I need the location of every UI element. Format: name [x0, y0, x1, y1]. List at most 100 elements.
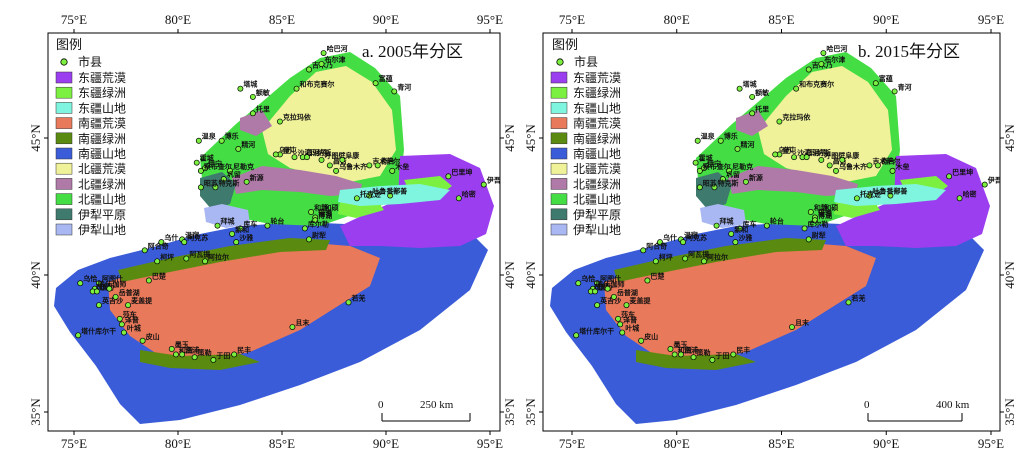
city-label: 库车 [743, 219, 757, 228]
city-label: 特克斯 [717, 178, 738, 187]
city-marker [480, 181, 487, 188]
city-marker [202, 165, 208, 172]
city-label: 昭苏 [204, 178, 218, 187]
city-label: 温泉 [701, 132, 716, 141]
city-marker [212, 184, 219, 191]
city-marker [139, 337, 146, 344]
scalebar-start: 0 [864, 399, 870, 411]
panel-a-legend: 图例 市县 东疆荒漠东疆绿洲东疆山地南疆荒漠南疆绿洲南疆山地北疆荒漠北疆绿洲北疆… [55, 37, 126, 237]
city-label: 和布克赛尔 [798, 80, 834, 89]
city-label: 于田 [715, 352, 729, 360]
city-label: 焉耆 [818, 208, 832, 217]
city-label: 巩留 [227, 170, 241, 179]
city-marker [845, 299, 852, 306]
legend-label: 伊犁平原 [573, 208, 621, 222]
city-label: 木垒 [394, 162, 409, 171]
legend-label: 北疆荒漠 [78, 162, 126, 176]
city-label: 博湖 [818, 211, 832, 220]
city-label: 乌苏 [778, 145, 792, 154]
city-label: 特克斯 [218, 178, 239, 187]
city-marker [891, 88, 898, 95]
city-label: 托里 [256, 104, 270, 113]
legend-swatch [55, 147, 73, 160]
city-label: 塔什库尔干 [579, 326, 614, 335]
top-tick-label: 80°E [165, 12, 191, 27]
legend-swatch [55, 208, 73, 221]
city-marker [235, 146, 242, 152]
legend-label: 南疆山地 [573, 146, 621, 161]
city-label: 民丰 [736, 345, 750, 354]
city-marker [638, 337, 645, 344]
city-label: 皮山 [145, 332, 160, 341]
legend-label: 南疆绿洲 [78, 131, 126, 146]
city-label: 鄯善 [393, 187, 407, 196]
city-label: 克拉玛依 [283, 113, 312, 122]
city-label: 麦盖提 [131, 296, 153, 305]
city-marker [304, 154, 310, 161]
city-marker [680, 239, 686, 246]
city-label: 奇台 [881, 156, 895, 165]
panel-a-top-ticks: 75°E 80°E 85°E 90°E 95°E [61, 12, 503, 33]
region-南疆荒漠 [604, 242, 876, 362]
legend-label: 北疆山地 [573, 193, 621, 207]
bottom-tick-label: 95°E [978, 436, 1004, 451]
right-tick-label: 45°N [1002, 124, 1017, 152]
bottom-tick-label: 95°E [477, 436, 503, 451]
city-label: 库尔勒 [808, 219, 829, 228]
city-label: 温宿 [185, 230, 199, 239]
city-marker [644, 277, 651, 284]
bottom-tick-label: 80°E [664, 436, 690, 451]
city-marker [730, 351, 737, 358]
left-tick-label: 45°N [28, 124, 43, 152]
city-label: 沙雅 [738, 233, 752, 242]
city-marker [272, 151, 279, 158]
city-label: 麦盖提 [629, 296, 651, 305]
city-marker [711, 184, 718, 191]
city-label: 阿克苏 [187, 233, 208, 242]
city-label: 布尔津 [824, 55, 845, 64]
city-label: 阿图什 [102, 274, 123, 283]
city-marker [818, 209, 825, 215]
city-marker [866, 162, 873, 169]
legend-swatch [550, 193, 568, 205]
city-label: 新和 [235, 225, 249, 234]
city-label: 轮台 [770, 217, 784, 226]
city-marker [233, 239, 240, 246]
city-label: 和静 [313, 203, 328, 212]
city-label: 伽师 [112, 280, 126, 289]
panel-b-cities: 哈巴河吉木乃布尔津和布克赛尔富蕴青河塔城额敏托里克拉玛依温泉博乐精河奎屯沙湾乌苏… [573, 44, 1000, 363]
right-tick-label: 35°N [1002, 398, 1017, 426]
legend-swatch [550, 102, 568, 114]
city-marker [812, 217, 818, 224]
city-label: 温宿 [684, 230, 698, 239]
city-marker [116, 315, 123, 322]
legend-swatch [55, 178, 73, 190]
city-label: 呼图壁 [824, 151, 845, 160]
legend-label: 北疆荒漠 [573, 162, 621, 176]
city-marker [732, 239, 739, 246]
city-marker [717, 137, 724, 144]
city-label: 阿拉尔 [707, 252, 728, 261]
city-label: 乌苏 [279, 145, 293, 154]
city-label: 洛浦 [684, 345, 698, 354]
city-marker [306, 236, 312, 243]
city-label: 伊宁 [207, 159, 222, 168]
city-label: 库车 [243, 219, 257, 228]
city-label: 和硕 [823, 203, 838, 212]
legend-swatch [55, 86, 73, 99]
city-marker [374, 162, 381, 169]
city-marker [981, 181, 988, 188]
city-marker [726, 167, 733, 174]
city-marker [75, 332, 82, 339]
city-marker [763, 222, 770, 229]
city-marker [214, 222, 221, 229]
panel-b-top-ticks: 75°E 80°E 85°E 90°E 95°E [559, 12, 1004, 33]
city-label: 奎屯 [282, 145, 297, 154]
top-tick-label: 80°E [664, 12, 690, 27]
city-marker [682, 255, 689, 262]
panel-a-map: 哈巴河吉木乃布尔津和布克赛尔富蕴青河塔城额敏托里克拉玛依温泉博乐精河奎屯沙湾乌苏… [54, 44, 500, 424]
city-label: 博乐 [724, 132, 738, 141]
city-label: 阿合奇 [646, 241, 667, 250]
city-label: 吉木萨尔 [872, 156, 900, 165]
city-label: 富蕴 [879, 74, 893, 83]
